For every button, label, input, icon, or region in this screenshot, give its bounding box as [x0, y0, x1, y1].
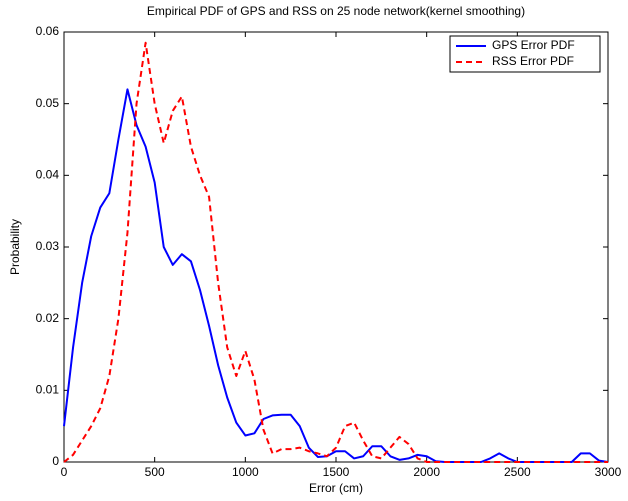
legend-label: RSS Error PDF: [492, 54, 574, 68]
y-axis-label: Probability: [8, 219, 22, 275]
x-tick-label: 3000: [595, 465, 622, 479]
x-axis-label: Error (cm): [309, 481, 363, 495]
data-line: [63, 41, 608, 463]
y-tick-label: 0.06: [36, 24, 60, 38]
y-tick-label: 0.04: [36, 168, 60, 182]
y-tick-label: 0.03: [36, 239, 60, 253]
y-tick-label: 0: [52, 454, 59, 468]
y-tick-label: 0.02: [36, 311, 60, 325]
data-line: [63, 88, 609, 463]
chart-title: Empirical PDF of GPS and RSS on 25 node …: [147, 4, 525, 18]
legend-label: GPS Error PDF: [492, 38, 575, 52]
plot-frame: [63, 31, 609, 463]
x-tick-label: 500: [145, 465, 165, 479]
x-tick-label: 2000: [413, 465, 440, 479]
legend-box: [449, 35, 601, 73]
x-tick-label: 0: [61, 465, 68, 479]
x-tick-label: 1500: [323, 465, 350, 479]
y-tick-label: 0.01: [36, 383, 60, 397]
x-tick-label: 2500: [504, 465, 531, 479]
y-tick-label: 0.05: [36, 96, 60, 110]
x-tick-label: 1000: [232, 465, 259, 479]
